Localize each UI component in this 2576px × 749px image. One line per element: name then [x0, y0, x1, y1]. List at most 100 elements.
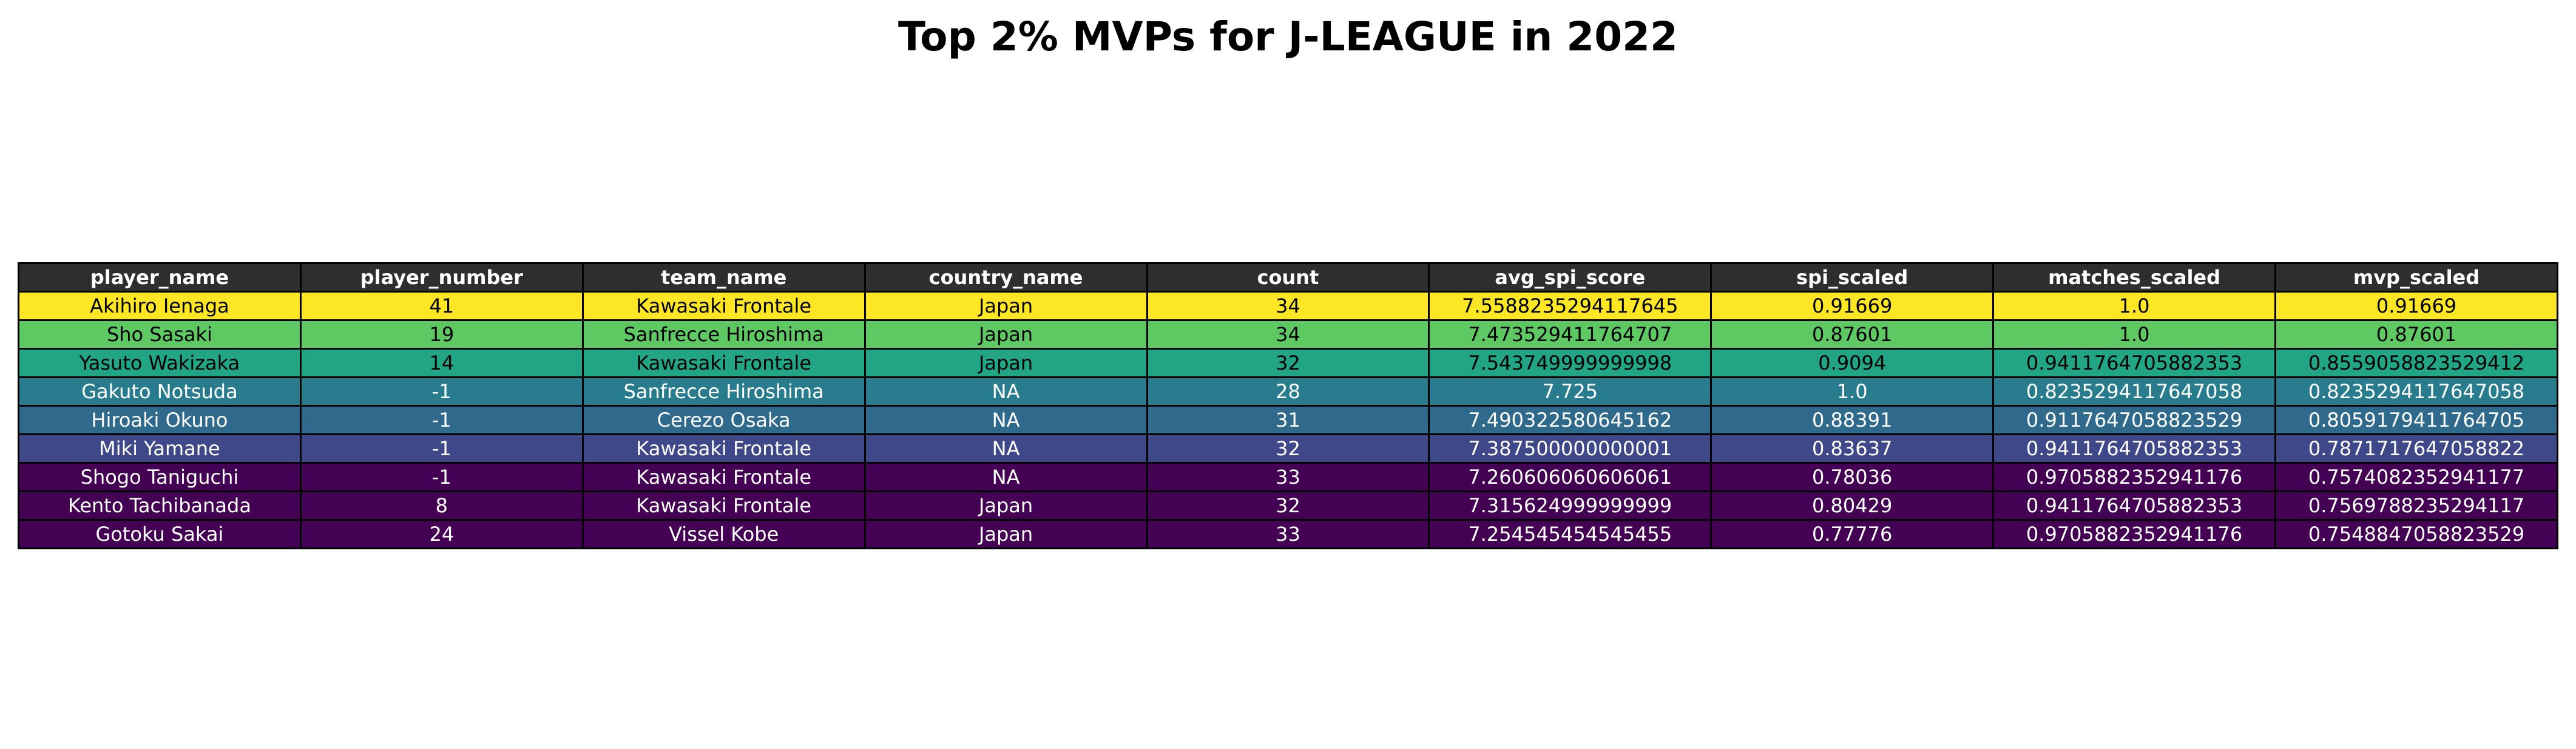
table-row: Hiroaki Okuno -1 Cerezo Osaka NA 31 7.4903225…	[18, 405, 2558, 435]
table-cell-player-number: -1	[299, 462, 584, 492]
table-row: Gotoku Sakai 24 Vissel Kobe Japan 33 7.254545…	[18, 519, 2558, 549]
table-cell-player-number: -1	[299, 376, 584, 407]
table-cell-player-number: -1	[299, 433, 584, 464]
table-cell-spi-scaled: 0.77776	[1710, 519, 1995, 549]
table-cell-matches-scaled: 0.9411764705882353	[1992, 490, 2276, 521]
table-cell-spi-scaled: 0.9094	[1710, 348, 1995, 378]
table-cell-mvp-scaled: 0.7574082352941177	[2274, 462, 2558, 492]
table-cell-country-name: Japan	[864, 490, 1148, 521]
table-cell-spi-scaled: 0.88391	[1710, 405, 1995, 435]
table-cell-team-name: Kawasaki Frontale	[581, 291, 866, 321]
table-cell-matches-scaled: 0.9117647058823529	[1992, 405, 2276, 435]
table-cell-matches-scaled: 0.8235294117647058	[1992, 376, 2276, 407]
table-row: Sho Sasaki 19 Sanfrecce Hiroshima Japan 34 7.…	[18, 319, 2558, 350]
table-cell-mvp-scaled: 0.8235294117647058	[2274, 376, 2558, 407]
table-cell-team-name: Kawasaki Frontale	[581, 348, 866, 378]
table-cell-mvp-scaled: 0.91669	[2274, 291, 2558, 321]
table-cell-avg-spi-score: 7.490322580645162	[1428, 405, 1712, 435]
table-cell-country-name: NA	[864, 405, 1148, 435]
column-header-count: count	[1146, 262, 1430, 293]
table-cell-player-number: 24	[299, 519, 584, 549]
table-cell-count: 33	[1146, 462, 1430, 492]
table-cell-count: 32	[1146, 348, 1430, 378]
column-header-player-number: player_number	[299, 262, 584, 293]
table-cell-player-number: 8	[299, 490, 584, 521]
table-cell-team-name: Sanfrecce Hiroshima	[581, 376, 866, 407]
table-cell-spi-scaled: 1.0	[1710, 376, 1995, 407]
mvp-table: player_name player_number team_name country…	[18, 262, 2558, 549]
table-cell-spi-scaled: 0.91669	[1710, 291, 1995, 321]
table-cell-team-name: Kawasaki Frontale	[581, 433, 866, 464]
table-cell-team-name: Sanfrecce Hiroshima	[581, 319, 866, 350]
table-cell-player-name: Hiroaki Okuno	[18, 405, 302, 435]
table-row: Gakuto Notsuda -1 Sanfrecce Hiroshima NA 28 7…	[18, 376, 2558, 407]
table-cell-avg-spi-score: 7.315624999999999	[1428, 490, 1712, 521]
table-cell-country-name: Japan	[864, 519, 1148, 549]
table-cell-matches-scaled: 0.9411764705882353	[1992, 348, 2276, 378]
table-row: Shogo Taniguchi -1 Kawasaki Frontale NA 33 7.…	[18, 462, 2558, 492]
table-cell-matches-scaled: 0.9705882352941176	[1992, 462, 2276, 492]
table-cell-player-number: 41	[299, 291, 584, 321]
table-cell-team-name: Kawasaki Frontale	[581, 490, 866, 521]
table-body: Akihiro Ienaga 41 Kawasaki Frontale Japan 34…	[18, 291, 2558, 549]
table-cell-count: 28	[1146, 376, 1430, 407]
column-header-team-name: team_name	[581, 262, 866, 293]
table-cell-matches-scaled: 1.0	[1992, 291, 2276, 321]
table-cell-avg-spi-score: 7.5588235294117645	[1428, 291, 1712, 321]
column-header-player-name: player_name	[18, 262, 302, 293]
table-cell-matches-scaled: 1.0	[1992, 319, 2276, 350]
table-cell-mvp-scaled: 0.8559058823529412	[2274, 348, 2558, 378]
table-cell-count: 33	[1146, 519, 1430, 549]
column-header-mvp-scaled: mvp_scaled	[2274, 262, 2558, 293]
table-cell-country-name: NA	[864, 376, 1148, 407]
table-cell-matches-scaled: 0.9411764705882353	[1992, 433, 2276, 464]
table-cell-spi-scaled: 0.78036	[1710, 462, 1995, 492]
table-cell-player-name: Kento Tachibanada	[18, 490, 302, 521]
table-cell-country-name: Japan	[864, 291, 1148, 321]
table-cell-mvp-scaled: 0.7548847058823529	[2274, 519, 2558, 549]
table-cell-spi-scaled: 0.83637	[1710, 433, 1995, 464]
table-row: Kento Tachibanada 8 Kawasaki Frontale Japan…	[18, 490, 2558, 521]
table-cell-count: 31	[1146, 405, 1430, 435]
table-cell-player-name: Gotoku Sakai	[18, 519, 302, 549]
table-cell-country-name: NA	[864, 462, 1148, 492]
column-header-spi-scaled: spi_scaled	[1710, 262, 1995, 293]
table-cell-spi-scaled: 0.87601	[1710, 319, 1995, 350]
table-cell-team-name: Cerezo Osaka	[581, 405, 866, 435]
table-cell-count: 32	[1146, 433, 1430, 464]
table-cell-mvp-scaled: 0.7871717647058822	[2274, 433, 2558, 464]
table-cell-avg-spi-score: 7.254545454545455	[1428, 519, 1712, 549]
table-cell-count: 34	[1146, 319, 1430, 350]
table-cell-avg-spi-score: 7.260606060606061	[1428, 462, 1712, 492]
table-cell-spi-scaled: 0.80429	[1710, 490, 1995, 521]
table-cell-player-name: Shogo Taniguchi	[18, 462, 302, 492]
table-row: Yasuto Wakizaka 14 Kawasaki Frontale Japan 3…	[18, 348, 2558, 378]
table-cell-team-name: Vissel Kobe	[581, 519, 866, 549]
table-cell-player-name: Miki Yamane	[18, 433, 302, 464]
table-cell-count: 34	[1146, 291, 1430, 321]
table-cell-mvp-scaled: 0.7569788235294117	[2274, 490, 2558, 521]
table-cell-country-name: Japan	[864, 348, 1148, 378]
table-cell-player-name: Yasuto Wakizaka	[18, 348, 302, 378]
table-cell-player-number: 19	[299, 319, 584, 350]
table-cell-avg-spi-score: 7.725	[1428, 376, 1712, 407]
table-cell-team-name: Kawasaki Frontale	[581, 462, 866, 492]
table-cell-matches-scaled: 0.9705882352941176	[1992, 519, 2276, 549]
table-cell-count: 32	[1146, 490, 1430, 521]
column-header-avg-spi-score: avg_spi_score	[1428, 262, 1712, 293]
table-cell-player-name: Gakuto Notsuda	[18, 376, 302, 407]
table-cell-country-name: Japan	[864, 319, 1148, 350]
table-row: Akihiro Ienaga 41 Kawasaki Frontale Japan 34…	[18, 291, 2558, 321]
table-cell-avg-spi-score: 7.387500000000001	[1428, 433, 1712, 464]
table-cell-mvp-scaled: 0.87601	[2274, 319, 2558, 350]
table-cell-player-number: -1	[299, 405, 584, 435]
table-cell-mvp-scaled: 0.8059179411764705	[2274, 405, 2558, 435]
table-cell-avg-spi-score: 7.473529411764707	[1428, 319, 1712, 350]
column-header-country-name: country_name	[864, 262, 1148, 293]
table-header-row: player_name player_number team_name country…	[18, 262, 2558, 293]
table-cell-player-name: Sho Sasaki	[18, 319, 302, 350]
chart-title: Top 2% MVPs for J-LEAGUE in 2022	[898, 13, 1678, 60]
table-row: Miki Yamane -1 Kawasaki Frontale NA 32 7.3875…	[18, 433, 2558, 464]
column-header-matches-scaled: matches_scaled	[1992, 262, 2276, 293]
table-cell-country-name: NA	[864, 433, 1148, 464]
